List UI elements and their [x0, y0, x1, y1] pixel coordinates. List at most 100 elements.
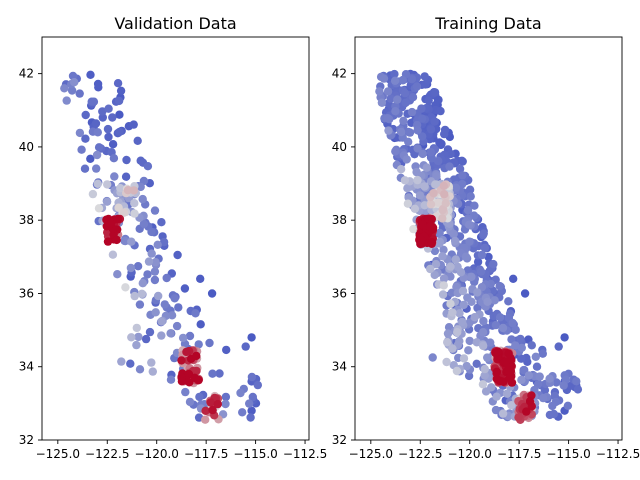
validation-point — [119, 208, 129, 217]
validation-point — [143, 270, 152, 279]
training-points — [375, 69, 583, 424]
validation-point — [89, 97, 99, 106]
validation-point — [178, 333, 188, 343]
training-point — [458, 179, 467, 189]
training-point — [409, 224, 418, 234]
training-point — [429, 189, 438, 198]
training-point — [439, 181, 448, 190]
training-point — [532, 362, 542, 371]
training-point — [403, 184, 412, 193]
training-point — [455, 164, 465, 174]
training-point — [524, 371, 534, 380]
training-point — [430, 117, 439, 126]
training-point — [520, 289, 530, 298]
validation-y-tick-label: 40 — [19, 140, 34, 154]
training-point — [498, 323, 508, 333]
training-point — [438, 205, 447, 215]
validation-point — [148, 367, 157, 376]
training-point — [480, 243, 490, 253]
training-point — [480, 364, 489, 374]
training-point — [455, 309, 464, 318]
validation-point — [153, 240, 162, 249]
training-axes-frame — [354, 36, 623, 441]
training-point — [465, 237, 474, 246]
validation-point — [195, 392, 204, 402]
validation-point — [194, 340, 203, 349]
validation-point — [93, 79, 103, 89]
training-point — [502, 389, 512, 398]
training-point — [548, 401, 557, 411]
training-point — [451, 255, 460, 264]
validation-point — [170, 294, 179, 303]
training-point — [459, 300, 468, 310]
training-point — [465, 336, 474, 346]
training-point — [470, 313, 479, 322]
validation-point — [246, 413, 255, 422]
validation-title: Validation Data — [114, 14, 236, 33]
training-point — [432, 172, 441, 181]
training-point — [417, 114, 427, 123]
training-point — [422, 163, 431, 172]
training-point — [535, 372, 544, 381]
training-point — [427, 239, 436, 248]
validation-point — [133, 262, 143, 271]
training-point — [435, 138, 444, 147]
training-point — [446, 299, 455, 309]
validation-point — [182, 347, 191, 357]
training-point — [559, 381, 568, 390]
training-point — [464, 346, 473, 355]
validation-point — [166, 329, 175, 338]
training-point — [430, 88, 440, 97]
validation-point — [144, 257, 154, 266]
training-point — [514, 413, 523, 422]
training-x-tick-label: −112.5 — [596, 447, 640, 461]
training-point — [430, 246, 440, 256]
training-point — [426, 264, 435, 274]
training-point — [554, 342, 563, 351]
training-point — [490, 296, 499, 305]
validation-point — [248, 392, 257, 402]
training-point — [483, 297, 492, 306]
training-point — [491, 348, 500, 357]
validation-point — [122, 155, 131, 165]
validation-point — [185, 331, 195, 341]
validation-point — [108, 250, 118, 259]
validation-point — [150, 206, 160, 215]
training-y-tick-label: 34 — [332, 360, 347, 374]
training-point — [459, 354, 469, 363]
training-point — [438, 214, 447, 223]
validation-point — [91, 119, 101, 128]
training-point — [396, 165, 406, 174]
training-point — [477, 250, 487, 260]
training-point — [390, 76, 400, 86]
training-point — [408, 93, 418, 102]
training-point — [441, 199, 450, 208]
training-point — [461, 252, 471, 261]
training-point — [480, 371, 489, 380]
validation-point — [127, 237, 136, 246]
validation-point — [253, 380, 262, 390]
validation-point — [108, 140, 118, 149]
validation-point — [117, 357, 126, 366]
training-point — [549, 409, 558, 419]
validation-point — [130, 209, 139, 218]
validation-point — [222, 345, 231, 355]
training-point — [398, 75, 407, 85]
training-y-tick-label: 40 — [332, 140, 347, 154]
training-point — [464, 371, 474, 381]
training-point — [379, 74, 389, 83]
training-point — [445, 162, 454, 171]
training-point — [439, 274, 449, 283]
validation-point — [221, 399, 230, 409]
training-point — [504, 297, 513, 306]
validation-point — [150, 267, 160, 276]
validation-point — [109, 154, 119, 163]
validation-point — [196, 320, 205, 329]
training-point — [440, 190, 449, 199]
training-point — [453, 262, 462, 271]
validation-y-tick-label: 32 — [19, 433, 34, 447]
training-point — [458, 286, 468, 296]
validation-point — [121, 172, 131, 181]
validation-point — [112, 235, 121, 245]
training-point — [402, 155, 411, 164]
